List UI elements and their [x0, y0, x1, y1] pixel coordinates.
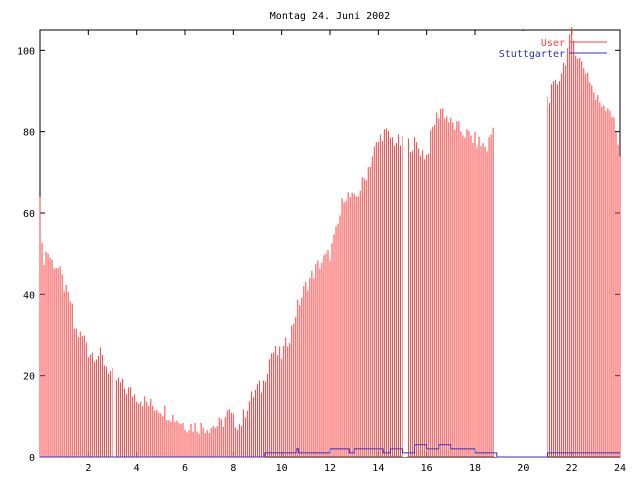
y-tick-label: 0 — [29, 453, 35, 464]
x-tick-label: 24 — [614, 463, 626, 474]
y-tick-label: 40 — [23, 290, 35, 301]
legend-stuttgarter-label: Stuttgarter — [499, 49, 565, 60]
x-tick-label: 4 — [134, 463, 140, 474]
series-user — [39, 27, 621, 457]
x-tick-label: 22 — [566, 463, 578, 474]
y-tick-label: 20 — [23, 372, 35, 383]
x-tick-label: 18 — [469, 463, 481, 474]
chart-title: Montag 24. Juni 2002 — [270, 11, 390, 22]
x-tick-label: 20 — [517, 463, 529, 474]
x-tick-label: 6 — [182, 463, 188, 474]
y-tick-label: 60 — [23, 209, 35, 220]
y-tick-label: 80 — [23, 128, 35, 139]
x-tick-label: 12 — [324, 463, 336, 474]
x-tick-label: 10 — [276, 463, 288, 474]
series-stuttgarter — [40, 444, 620, 458]
x-tick-label: 16 — [421, 463, 433, 474]
user-gap — [494, 31, 548, 457]
x-tick-label: 14 — [372, 463, 384, 474]
x-tick-label: 8 — [230, 463, 236, 474]
legend-user-label: User — [541, 38, 565, 49]
y-tick-label: 100 — [17, 46, 35, 57]
user-gap — [112, 31, 115, 457]
x-tick-label: 2 — [85, 463, 91, 474]
user-gap — [402, 31, 408, 457]
